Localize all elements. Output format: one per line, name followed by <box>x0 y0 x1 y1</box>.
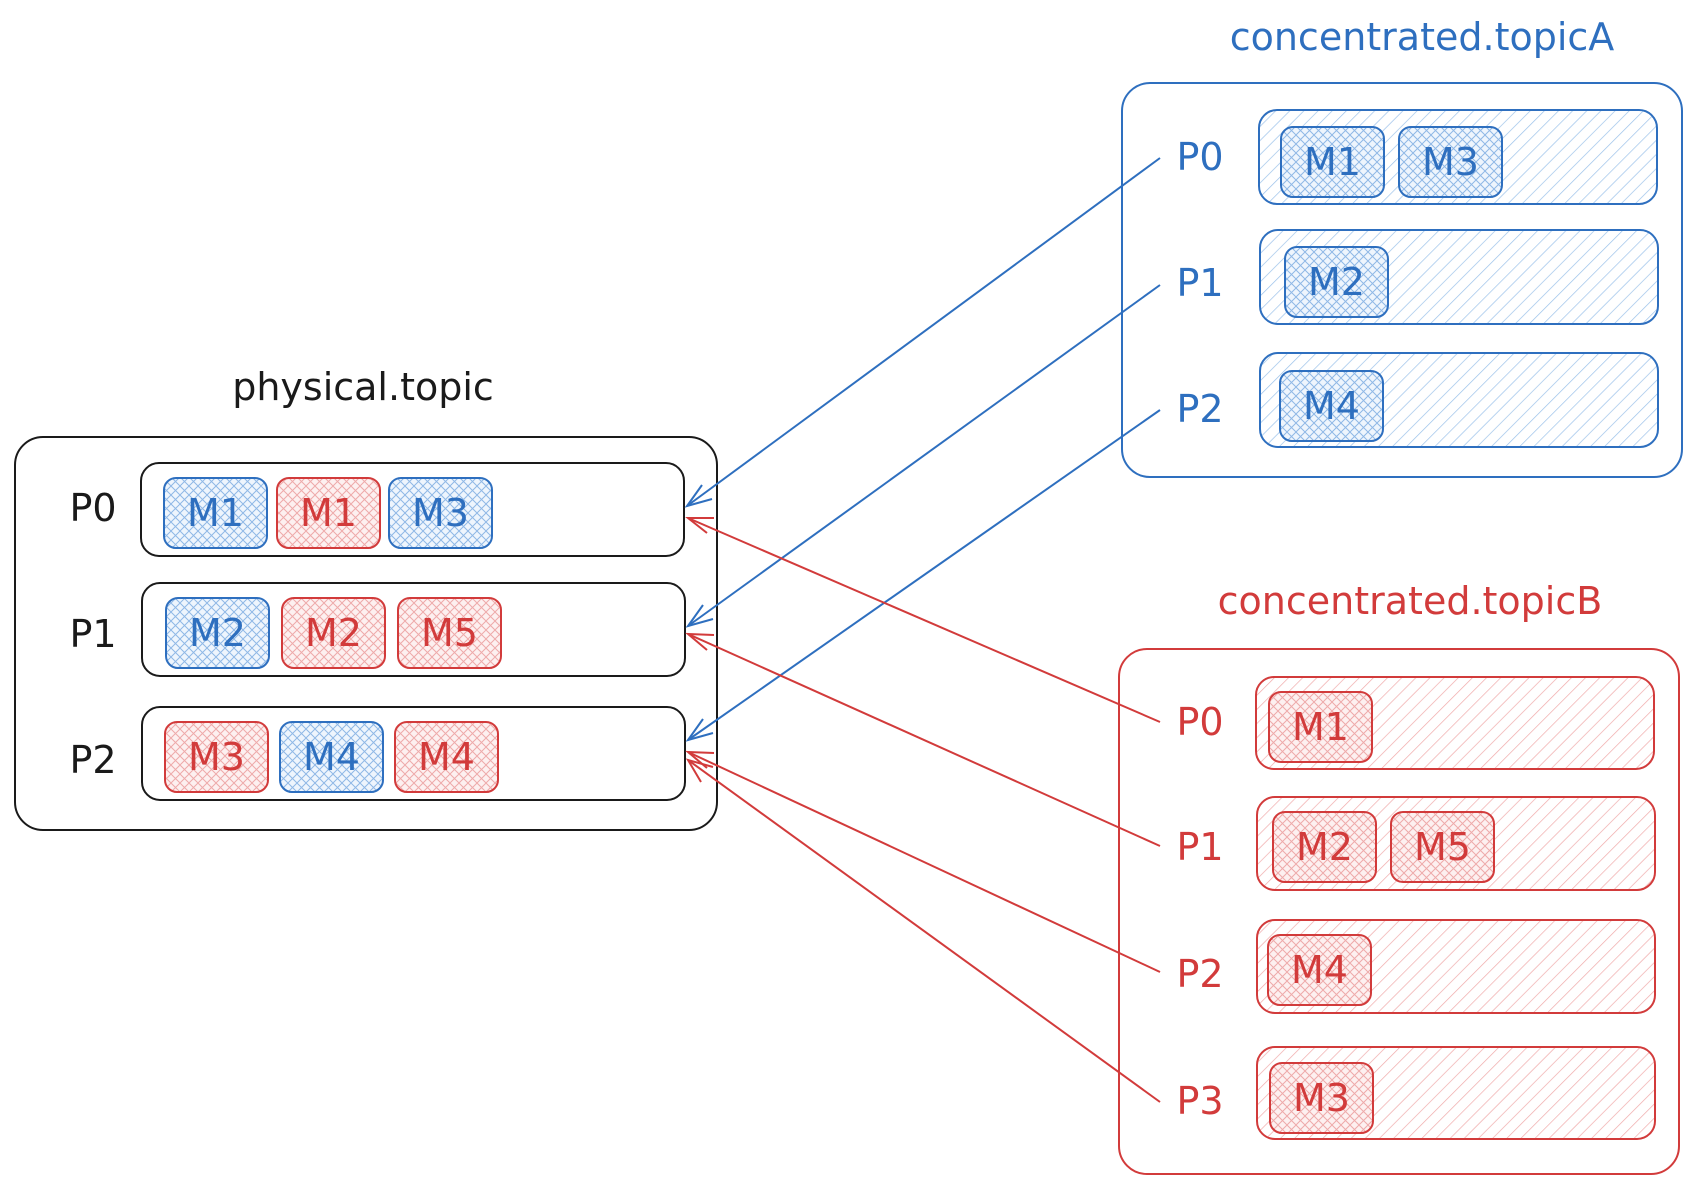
partition-label: P0 <box>1176 135 1223 179</box>
svg-text:M4: M4 <box>1303 384 1360 428</box>
message-chip: M5 <box>1390 811 1495 883</box>
svg-text:M2: M2 <box>189 611 246 655</box>
svg-text:M2: M2 <box>305 611 362 655</box>
message-chip: M4 <box>1267 934 1372 1006</box>
topic-b-box <box>1118 648 1680 1175</box>
message-chip: M3 <box>1398 126 1503 198</box>
arrow-topic-a-p0 <box>684 157 1161 508</box>
svg-text:M3: M3 <box>412 491 469 535</box>
message-chip: M4 <box>394 721 499 793</box>
physical-partition-p2: P2 M3 M4 M4 <box>69 706 686 801</box>
arrow-topic-a-p1 <box>685 284 1161 628</box>
svg-text:M5: M5 <box>1414 825 1471 869</box>
physical-topic: physical.topic P0 M1 M1 M3 P1 <box>14 365 718 831</box>
message-chip: M2 <box>1284 246 1389 318</box>
svg-text:M3: M3 <box>1293 1076 1350 1120</box>
arrow-topic-b-p0 <box>685 517 1161 723</box>
svg-text:M5: M5 <box>421 611 478 655</box>
partition-label: P0 <box>1176 700 1223 744</box>
svg-text:M1: M1 <box>1292 705 1349 749</box>
arrow-topic-a-p2 <box>685 409 1161 742</box>
svg-text:M4: M4 <box>1291 948 1348 992</box>
message-chip: M1 <box>163 477 268 549</box>
message-chip: M3 <box>164 721 269 793</box>
message-chip: M3 <box>1269 1062 1374 1134</box>
svg-text:M2: M2 <box>1296 825 1353 869</box>
topic-b-partition-p0: P0 M1 <box>1176 676 1655 770</box>
partition-label: P1 <box>69 612 116 656</box>
topic-b-partition-p1: P1 M2 M5 <box>1176 796 1656 891</box>
concentrated-topic-b: concentrated.topicB P0 M1 P1 M2 M5 P2 <box>1118 579 1680 1175</box>
message-chip: M4 <box>279 721 384 793</box>
topic-b-partition-p2: P2 M4 <box>1176 919 1656 1014</box>
arrow-topic-b-p1 <box>685 632 1161 847</box>
partition-label: P3 <box>1176 1079 1223 1123</box>
topic-b-partition-p3: P3 M3 <box>1176 1046 1656 1140</box>
message-chip: M1 <box>1280 126 1385 198</box>
svg-text:M1: M1 <box>1304 140 1361 184</box>
concentrated-topic-a: concentrated.topicA P0 M1 M3 P1 M2 P2 <box>1121 15 1683 478</box>
svg-text:M3: M3 <box>188 735 245 779</box>
message-chip: M1 <box>1268 691 1373 763</box>
topic-a-box <box>1121 82 1683 478</box>
partition-label: P2 <box>69 738 116 782</box>
topic-a-partition-p1: P1 M2 <box>1176 229 1659 325</box>
physical-partition-p1: P1 M2 M2 M5 <box>69 582 686 677</box>
svg-text:M2: M2 <box>1308 260 1365 304</box>
topic-b-title: concentrated.topicB <box>1218 579 1603 623</box>
message-chip: M2 <box>165 597 270 669</box>
arrow-topic-b-p3 <box>685 758 1161 1103</box>
partition-label: P2 <box>1176 952 1223 996</box>
topic-a-partition-p0: P0 M1 M3 <box>1176 109 1658 205</box>
arrow-topic-b-p2 <box>685 750 1161 973</box>
message-chip: M5 <box>397 597 502 669</box>
partition-label: P1 <box>1176 825 1223 869</box>
physical-topic-title: physical.topic <box>232 365 494 409</box>
message-chip: M1 <box>276 477 381 549</box>
mapping-arrows <box>684 157 1161 1103</box>
message-chip: M4 <box>1279 370 1384 442</box>
physical-topic-box <box>14 436 718 831</box>
svg-text:M3: M3 <box>1422 140 1479 184</box>
svg-text:M1: M1 <box>300 491 357 535</box>
message-chip: M3 <box>388 477 493 549</box>
topic-a-title: concentrated.topicA <box>1230 15 1615 59</box>
partition-label: P1 <box>1176 261 1223 305</box>
message-chip: M2 <box>281 597 386 669</box>
svg-text:M4: M4 <box>418 735 475 779</box>
partition-label: P0 <box>69 486 116 530</box>
physical-partition-p0: P0 M1 M1 M3 <box>69 462 685 557</box>
partition-label: P2 <box>1176 387 1223 431</box>
message-chip: M2 <box>1272 811 1377 883</box>
topic-a-partition-p2: P2 M4 <box>1176 352 1659 448</box>
svg-text:M1: M1 <box>187 491 244 535</box>
svg-text:M4: M4 <box>303 735 360 779</box>
